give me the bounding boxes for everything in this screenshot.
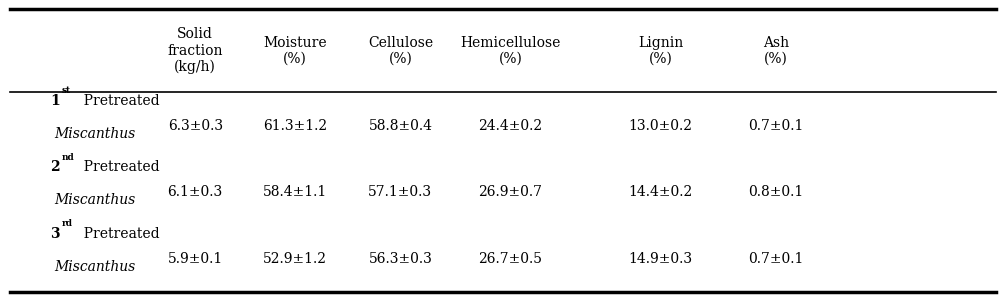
Text: 26.7±0.5: 26.7±0.5 [478, 252, 543, 266]
Text: 0.8±0.1: 0.8±0.1 [748, 185, 804, 199]
Text: 24.4±0.2: 24.4±0.2 [478, 119, 543, 133]
Text: 14.4±0.2: 14.4±0.2 [629, 185, 693, 199]
Text: Solid
fraction
(kg/h): Solid fraction (kg/h) [167, 27, 223, 74]
Text: 56.3±0.3: 56.3±0.3 [368, 252, 432, 266]
Text: 58.8±0.4: 58.8±0.4 [368, 119, 432, 133]
Text: 5.9±0.1: 5.9±0.1 [167, 252, 223, 266]
Text: 6.1±0.3: 6.1±0.3 [167, 185, 223, 199]
Text: Miscanthus: Miscanthus [54, 127, 136, 141]
Text: 0.7±0.1: 0.7±0.1 [748, 252, 804, 266]
Text: Pretreated: Pretreated [75, 94, 160, 108]
Text: nd: nd [62, 153, 75, 162]
Text: 0.7±0.1: 0.7±0.1 [748, 119, 804, 133]
Text: 14.9±0.3: 14.9±0.3 [629, 252, 693, 266]
Text: Lignin
(%): Lignin (%) [638, 36, 684, 66]
Text: Hemicellulose
(%): Hemicellulose (%) [460, 36, 561, 66]
Text: 58.4±1.1: 58.4±1.1 [263, 185, 327, 199]
Text: 61.3±1.2: 61.3±1.2 [263, 119, 327, 133]
Text: Cellulose
(%): Cellulose (%) [367, 36, 433, 66]
Text: 1: 1 [50, 94, 60, 108]
Text: Pretreated: Pretreated [75, 227, 160, 241]
Text: Miscanthus: Miscanthus [54, 193, 136, 207]
Text: 6.3±0.3: 6.3±0.3 [167, 119, 223, 133]
Text: st: st [62, 86, 71, 95]
Text: Moisture
(%): Moisture (%) [263, 36, 327, 66]
Text: Ash
(%): Ash (%) [763, 36, 789, 66]
Text: 13.0±0.2: 13.0±0.2 [629, 119, 693, 133]
Text: Pretreated: Pretreated [75, 160, 160, 174]
Text: Miscanthus: Miscanthus [54, 260, 136, 274]
Text: 3: 3 [50, 227, 60, 241]
Text: 57.1±0.3: 57.1±0.3 [368, 185, 432, 199]
Text: 26.9±0.7: 26.9±0.7 [478, 185, 543, 199]
Text: 52.9±1.2: 52.9±1.2 [263, 252, 327, 266]
Text: 2: 2 [50, 160, 60, 174]
Text: rd: rd [62, 219, 73, 228]
